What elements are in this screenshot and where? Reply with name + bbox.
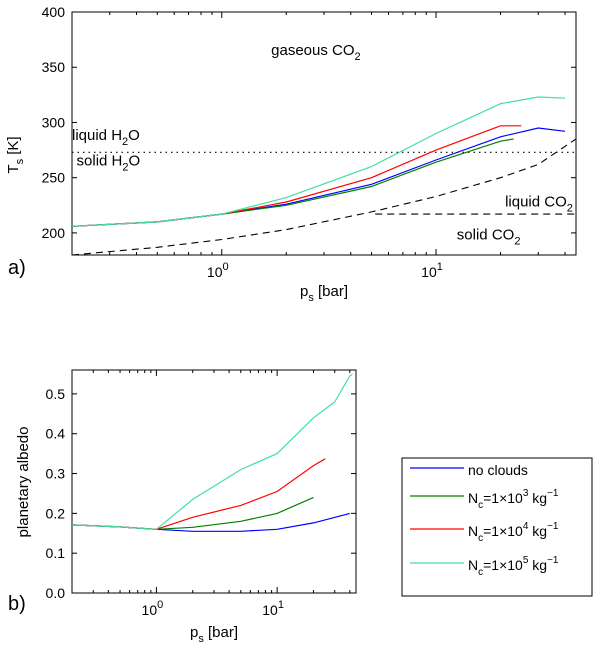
y-tick-label: 0.0 <box>46 585 66 601</box>
panel-a: 200 250 300 350 400 100 101 ps [bar] Ts [K] a) gas… <box>5 4 577 304</box>
y-tick-label: 400 <box>42 4 66 20</box>
series-line-nc-1e3 <box>72 496 314 530</box>
series-line-nc-1e5 <box>72 96 566 227</box>
series-line-no-clouds <box>72 127 566 227</box>
y-tick-label: 300 <box>42 114 66 130</box>
y-tick-label: 0.1 <box>46 545 66 561</box>
plot-area <box>72 96 576 255</box>
legend-entry-label: no clouds <box>468 462 528 478</box>
y-tick-label: 0.5 <box>46 386 66 402</box>
annotation-liquid-co2: liquid CO2 <box>505 193 573 214</box>
plot-area <box>72 373 353 532</box>
y-tick-label: 250 <box>42 170 66 186</box>
y-tick-label: 0.4 <box>46 426 66 442</box>
series-line-nc-1e4 <box>72 458 326 530</box>
y-axis-label: planetary albedo <box>15 427 32 538</box>
annotation-solid-h2o: solid H2O <box>77 153 141 174</box>
y-axis-label: Ts [K] <box>5 136 26 173</box>
annotation-solid-co2: solid CO2 <box>457 227 521 248</box>
panel-label: a) <box>8 257 26 279</box>
legend-entry-label: Nc=1×103 kg−1 <box>468 488 559 511</box>
x-tick-label: 100 <box>207 261 229 280</box>
x-tick-label: 100 <box>142 599 164 618</box>
x-axis-label: ps [bar] <box>300 283 348 304</box>
plot-frame <box>71 369 357 594</box>
y-tick-label: 350 <box>42 59 66 75</box>
series-line-no-clouds <box>72 512 350 532</box>
legend: no clouds Nc=1×103 kg−1 Nc=1×104 kg−1 Nc=1×… <box>401 457 593 597</box>
series-line-nc-1e5 <box>72 373 353 530</box>
panel-b: 0.0 0.1 0.2 0.3 0.4 0.5 100 101 ps [bar] planetar… <box>8 369 357 645</box>
x-tick-label: 101 <box>262 599 284 618</box>
co2-saturation-curve <box>72 138 576 255</box>
annotation-gaseous: gaseous CO2 <box>271 42 361 63</box>
annotation-liquid-h2o: liquid H2O <box>72 127 140 148</box>
legend-entry-label: Nc=1×104 kg−1 <box>468 521 559 544</box>
x-tick-label: 101 <box>421 261 443 280</box>
y-tick-label: 0.3 <box>46 466 66 482</box>
y-tick-label: 200 <box>42 225 66 241</box>
y-tick-label: 0.2 <box>46 505 66 521</box>
x-axis-label: ps [bar] <box>190 624 238 645</box>
legend-entry-label: Nc=1×105 kg−1 <box>468 555 559 578</box>
panel-label: b) <box>8 593 26 615</box>
legend-box <box>401 457 593 597</box>
